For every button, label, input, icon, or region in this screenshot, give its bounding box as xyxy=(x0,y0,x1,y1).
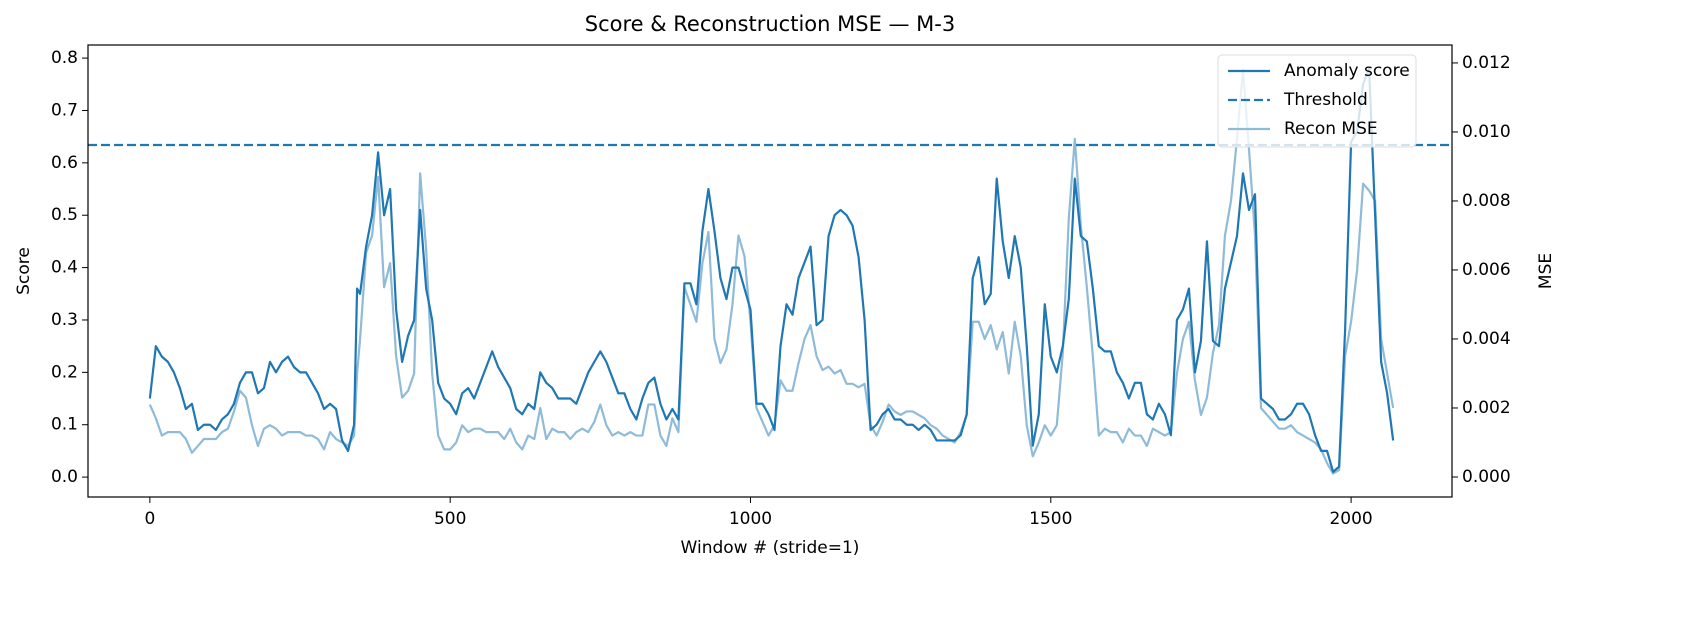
x-axis-label: Window # (stride=1) xyxy=(681,538,860,558)
y2-tick-label: 0.002 xyxy=(1462,398,1511,418)
y-tick-label: 0.3 xyxy=(51,310,78,330)
x-tick-label: 1000 xyxy=(729,509,772,529)
y-tick-label: 0.8 xyxy=(51,48,78,68)
y2-tick-label: 0.012 xyxy=(1462,53,1511,73)
y2-tick-label: 0.004 xyxy=(1462,329,1511,349)
y2-axis-label: MSE xyxy=(1536,253,1556,289)
x-tick-label: 2000 xyxy=(1329,509,1372,529)
y-tick-label: 0.1 xyxy=(51,415,78,435)
y2-tick-label: 0.006 xyxy=(1462,260,1511,280)
y-tick-label: 0.0 xyxy=(51,467,78,487)
y2-tick-label: 0.008 xyxy=(1462,191,1511,211)
y-tick-label: 0.2 xyxy=(51,362,78,382)
legend-box xyxy=(1217,54,1417,148)
y-axis-label: Score xyxy=(14,247,34,295)
series-line xyxy=(148,67,1395,473)
legend-label: Anomaly score xyxy=(1284,61,1410,81)
y-tick-label: 0.4 xyxy=(51,258,78,278)
legend-label: Recon MSE xyxy=(1284,119,1378,139)
y2-tick-label: 0.000 xyxy=(1462,467,1511,487)
y-tick-label: 0.6 xyxy=(51,153,78,173)
plot-frame xyxy=(87,44,1453,498)
y-tick-label: 0.5 xyxy=(51,205,78,225)
x-tick-label: 1500 xyxy=(1029,509,1072,529)
series-line xyxy=(148,68,1395,475)
x-tick-label: 500 xyxy=(434,509,466,529)
legend-label: Threshold xyxy=(1283,90,1368,110)
y2-tick-label: 0.010 xyxy=(1462,122,1511,142)
chart-title: Score & Reconstruction MSE — M-3 xyxy=(585,12,956,36)
x-tick-label: 0 xyxy=(144,509,155,529)
y-tick-label: 0.7 xyxy=(51,100,78,120)
